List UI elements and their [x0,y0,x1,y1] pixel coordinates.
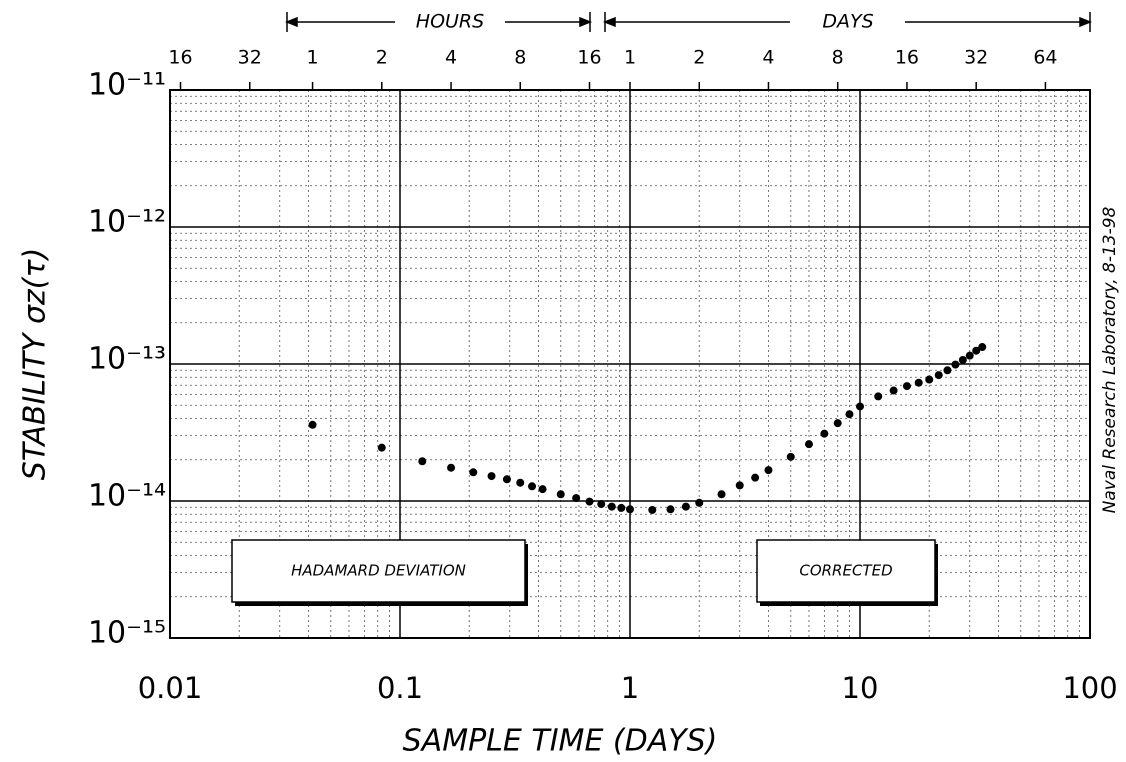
point [856,402,864,411]
top-tick-label: 8 [832,47,844,69]
top-brackets [284,12,1093,32]
x-tick-label: 100 [1062,671,1117,705]
point [833,419,842,428]
point [447,463,456,472]
hours-label: HOURS [416,11,484,33]
point [751,473,760,482]
point [972,346,981,355]
point [585,497,594,506]
point [502,475,511,484]
point [874,392,883,401]
annotation-box [756,539,936,603]
point [418,457,427,466]
top-tick-label: 2 [376,47,388,69]
top-tick-label: 2 [693,47,705,69]
point [786,452,795,461]
top-tick-label: 8 [514,47,526,69]
point [681,502,690,511]
y-tick-label: 10⁻¹² [88,205,166,240]
point [951,360,960,369]
point [889,386,898,395]
annotation: CORRECTED [799,562,892,580]
point [626,505,634,514]
point [308,420,317,429]
point [943,366,952,375]
point [695,498,704,507]
point [377,443,386,452]
point [717,490,726,499]
point [925,375,934,384]
top-tick-label: 1 [624,47,636,69]
top-tick-label: 16 [168,47,192,69]
top-tick-label: 16 [577,47,601,69]
x-tick-label: 0.01 [138,671,203,705]
days-label: DAYS [822,11,873,33]
y-tick-label: 10⁻¹³ [88,342,166,377]
point [469,468,478,477]
point [978,343,987,352]
plot-frame [169,89,1091,639]
point [538,485,547,494]
top-tick-label: 1 [307,47,319,69]
point [487,472,496,481]
x-tick-label: 10 [842,671,879,705]
point [597,500,606,509]
top-tick-label: 64 [1033,47,1057,69]
point [528,482,537,491]
point [914,378,923,387]
top-tick-label: 32 [238,47,262,69]
x-tick-label: 1 [621,671,639,705]
point [934,371,943,380]
y-tick-label: 10⁻¹⁵ [88,616,166,651]
top-tick-label: 32 [964,47,988,69]
y-axis-label: STABILITY σz(τ) [18,248,53,481]
point [804,440,813,449]
annotation-box [231,539,526,603]
point [958,355,967,364]
x-axis-label: SAMPLE TIME (DAYS) [403,724,718,759]
point [666,505,675,514]
y-tick-label: 10⁻¹¹ [88,68,166,103]
point [965,351,974,360]
point [764,466,773,475]
point [516,478,525,487]
point [648,505,657,514]
point [556,490,565,499]
annotation: HADAMARD DEVIATION [291,562,466,580]
top-tick-label: 4 [445,47,457,69]
top-tick-label: 4 [762,47,774,69]
point [617,503,626,512]
point [607,502,616,511]
point [820,429,829,438]
x-tick-label: 0.1 [377,671,423,705]
point [735,481,744,490]
point [572,494,581,503]
point [845,410,854,419]
top-tick-label: 16 [895,47,919,69]
y-tick-label: 10⁻¹⁴ [88,479,166,514]
side-note: Naval Research Laboratory, 8-13-98 [1100,206,1120,513]
point [902,382,911,391]
